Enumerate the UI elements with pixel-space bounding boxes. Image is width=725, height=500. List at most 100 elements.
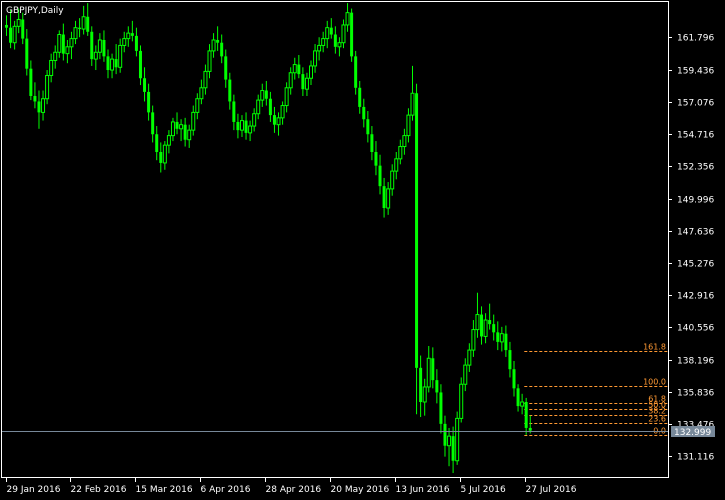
candle-body-bull <box>126 32 131 40</box>
candle-body-bull <box>187 129 192 141</box>
candle-body-bull <box>110 58 115 71</box>
candle <box>443 415 447 457</box>
price-axis-label: 154.716 <box>677 131 714 141</box>
candle <box>382 177 386 218</box>
candle <box>187 124 192 148</box>
candle <box>93 45 98 71</box>
candle <box>49 53 54 83</box>
candle <box>313 44 318 73</box>
candle-body-bull <box>41 98 46 113</box>
candle <box>439 384 443 434</box>
candle <box>329 18 333 39</box>
candle-body-bull <box>49 59 54 76</box>
candle-body-bear <box>232 101 236 122</box>
candle-body-bear <box>301 74 305 90</box>
candle-body-bull <box>53 51 58 61</box>
candle-body-bull <box>256 99 261 115</box>
candle-body-bull <box>284 87 289 107</box>
candle <box>195 93 200 120</box>
candle-body-bear <box>524 402 528 428</box>
candle <box>239 115 244 137</box>
candle <box>220 34 224 64</box>
candle <box>179 119 184 142</box>
candle <box>508 341 512 378</box>
price-axis-label: 142.916 <box>677 292 714 302</box>
candle-body-bear <box>480 314 484 337</box>
candle-body-bear <box>37 101 41 113</box>
candle-body-bull <box>386 188 391 209</box>
candle <box>492 314 496 341</box>
candle-body-bull <box>520 401 525 407</box>
candle-body-bear <box>220 42 224 57</box>
candle-body-bull <box>122 38 127 46</box>
candle <box>41 90 46 121</box>
candle-body-bear <box>528 427 532 431</box>
candle-body-bear <box>159 152 163 163</box>
candle <box>162 141 167 170</box>
price-axis: 161.796 159.436 157.076 154.716 152.356 149.9… <box>668 34 714 463</box>
candle <box>122 31 127 53</box>
candle <box>394 152 399 180</box>
candle-body-bear <box>354 56 358 88</box>
time-axis-label: 27 Jul 2016 <box>526 485 577 495</box>
candle-body-bear <box>358 87 362 107</box>
candle <box>499 326 504 352</box>
candle <box>398 139 403 165</box>
candle <box>53 45 58 69</box>
candle-body-bear <box>451 436 455 461</box>
candle-body-bear <box>504 333 508 351</box>
candle <box>207 44 212 79</box>
candle-body-bear <box>224 56 228 80</box>
candle <box>431 347 435 389</box>
candle <box>256 94 261 120</box>
candle-body-bull <box>280 105 285 119</box>
candle <box>422 378 427 416</box>
candle <box>520 393 525 415</box>
candle <box>65 39 70 64</box>
candle <box>134 27 138 57</box>
candle-body-bear <box>268 98 272 116</box>
candle-body-bear <box>228 79 232 102</box>
candle <box>480 306 484 345</box>
candle-body-bull <box>162 144 167 164</box>
candle <box>228 72 232 110</box>
candle-body-bull <box>345 12 350 26</box>
candle <box>9 9 13 49</box>
candle <box>203 64 208 95</box>
candle-body-bull <box>211 39 216 52</box>
candle <box>159 142 163 173</box>
candle-body-bear <box>431 358 435 381</box>
fib-level-label: 161.8 <box>643 343 666 352</box>
candle <box>175 112 179 135</box>
candle-body-bull <box>292 64 297 74</box>
candle-body-bear <box>264 90 268 99</box>
candle <box>528 415 532 434</box>
candles <box>5 3 532 474</box>
candle-body-bear <box>496 332 500 342</box>
candle <box>12 20 17 50</box>
candle-body-bull <box>313 50 318 67</box>
candle <box>69 31 74 60</box>
plot-frame <box>1 1 669 478</box>
candle-body-bull <box>426 357 431 388</box>
candle <box>232 94 236 131</box>
candle <box>110 53 115 79</box>
candle <box>138 45 142 86</box>
candle <box>325 20 330 49</box>
candle <box>317 37 322 61</box>
candle <box>268 91 272 122</box>
candle-body-bull <box>309 65 313 79</box>
candle-body-bull <box>467 349 472 366</box>
candle <box>419 355 423 418</box>
fib-level-label: 100.0 <box>643 378 666 387</box>
candle <box>126 26 131 47</box>
candle-body-bear <box>78 27 82 30</box>
price-axis-label: 131.116 <box>677 453 714 463</box>
price-axis-label: 135.836 <box>677 389 714 399</box>
candle-body-bull <box>195 98 200 113</box>
candle <box>86 3 90 36</box>
candle <box>143 67 147 102</box>
candle-body-bear <box>415 93 419 368</box>
candle-body-bear <box>443 423 447 446</box>
time-axis: 29 Jan 2016 22 Feb 2016 15 Mar 2016 6 Apr 2… <box>6 477 577 495</box>
